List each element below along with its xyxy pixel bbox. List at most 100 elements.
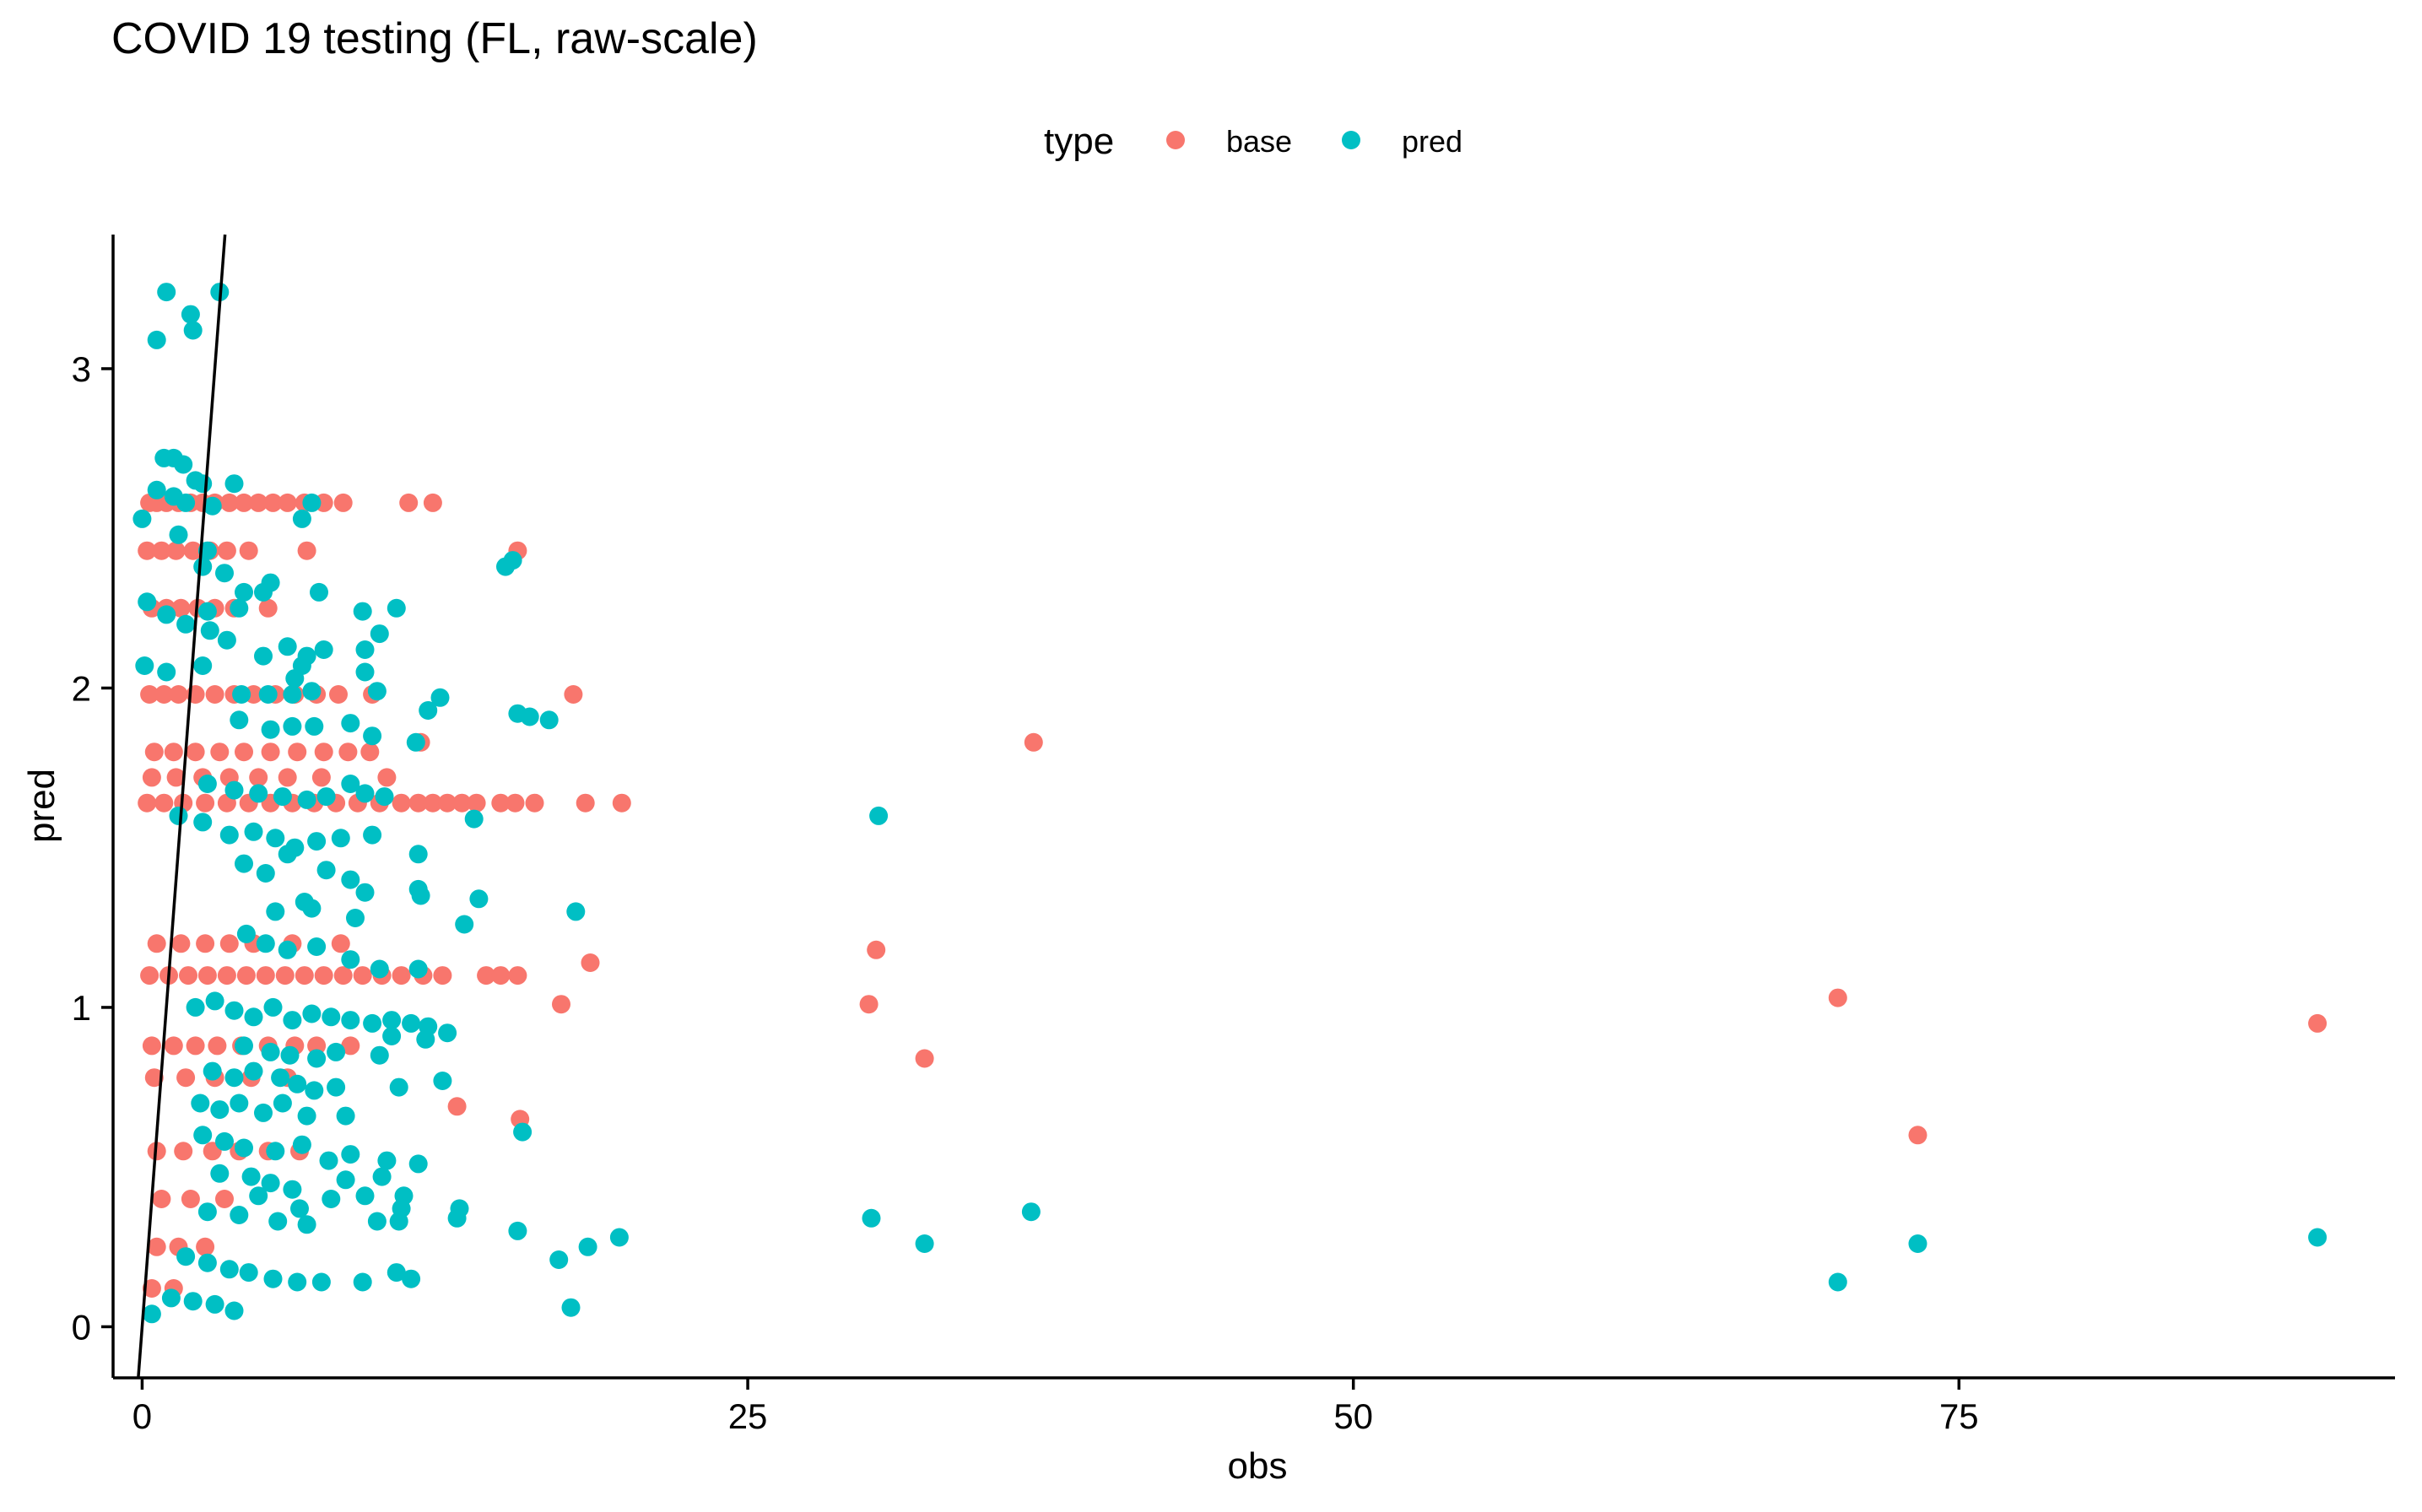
data-point-pred	[419, 701, 438, 720]
legend-key-pred	[1342, 131, 1360, 149]
y-tick-label: 3	[72, 349, 91, 389]
data-point-pred	[561, 1298, 581, 1317]
data-point-pred	[197, 1202, 217, 1222]
data-point-pred	[353, 1272, 372, 1292]
data-point-pred	[387, 598, 406, 618]
data-point-base	[508, 966, 527, 986]
data-point-pred	[327, 1042, 346, 1061]
data-point-pred	[341, 775, 360, 793]
data-point-base	[408, 793, 428, 813]
data-point-pred	[147, 480, 166, 500]
data-point-base	[197, 966, 217, 986]
data-point-pred	[193, 813, 213, 832]
data-point-pred	[138, 592, 157, 612]
y-tick-label: 1	[72, 988, 91, 1028]
data-point-pred	[142, 1304, 161, 1324]
x-tick-label: 75	[1939, 1396, 1979, 1436]
data-point-pred	[346, 909, 365, 927]
data-point-pred	[389, 1077, 408, 1097]
data-point-pred	[135, 656, 154, 675]
data-point-pred	[239, 1263, 258, 1282]
data-point-pred	[254, 646, 273, 666]
data-point-pred	[235, 1138, 253, 1158]
data-point-pred	[197, 775, 217, 793]
plot-area: 0 25 50 75 0 1 2 3	[72, 234, 2395, 1436]
data-point-pred	[230, 1094, 249, 1113]
data-point-pred	[232, 685, 251, 704]
data-point-base	[392, 793, 411, 813]
data-point-pred	[183, 1292, 203, 1311]
reference-line	[137, 234, 227, 1379]
data-point-base	[452, 793, 472, 813]
x-tick-label: 25	[728, 1396, 768, 1436]
data-point-base	[217, 966, 236, 986]
data-point-pred	[224, 1001, 244, 1020]
data-point-base	[525, 793, 544, 813]
data-point-pred	[464, 809, 484, 829]
x-tick-label: 50	[1333, 1396, 1373, 1436]
data-point-base	[249, 493, 268, 512]
data-point-pred	[336, 1170, 355, 1190]
data-point-base	[176, 1068, 196, 1088]
data-point-pred	[353, 602, 372, 621]
data-point-pred	[508, 1221, 527, 1240]
data-point-pred	[307, 937, 327, 956]
data-point-base	[329, 685, 348, 704]
data-point-base	[154, 793, 174, 813]
data-point-base	[179, 966, 197, 986]
data-point-pred	[520, 707, 539, 726]
data-point-base	[307, 1036, 327, 1056]
data-point-pred	[549, 1250, 569, 1269]
data-point-pred	[249, 1186, 268, 1206]
data-point-pred	[1828, 1272, 1847, 1292]
data-point-pred	[174, 455, 193, 474]
data-point-base	[140, 966, 159, 986]
data-point-base	[166, 541, 186, 560]
data-point-base	[196, 793, 215, 813]
data-point-pred	[355, 1186, 375, 1206]
data-point-pred	[230, 1206, 249, 1224]
data-point-base	[205, 685, 224, 704]
data-point-pred	[539, 710, 559, 730]
data-point-pred	[305, 716, 324, 736]
legend-entries: base pred	[1166, 124, 1462, 159]
data-point-pred	[241, 1167, 261, 1186]
data-point-base	[447, 1097, 467, 1116]
data-point-pred	[355, 883, 375, 902]
data-point-pred	[402, 1269, 421, 1288]
data-point-pred	[370, 624, 389, 644]
x-axis-label: obs	[1228, 1445, 1288, 1487]
data-point-base	[166, 768, 186, 787]
data-point-base	[142, 1279, 161, 1298]
data-point-pred	[169, 525, 188, 544]
data-point-pred	[1021, 1202, 1041, 1222]
data-point-base	[142, 768, 161, 787]
y-axis-label: pred	[21, 769, 62, 843]
data-point-pred	[244, 1007, 263, 1027]
data-point-pred	[244, 822, 263, 841]
data-point-pred	[157, 283, 176, 302]
data-point-pred	[244, 1061, 263, 1081]
data-point-pred	[176, 614, 196, 634]
data-point-pred	[230, 598, 249, 618]
chart-title: COVID 19 testing (FL, raw-scale)	[111, 14, 758, 63]
data-point-base	[612, 793, 631, 813]
data-point-base	[915, 1049, 934, 1068]
data-point-pred	[297, 1106, 316, 1126]
data-point-pred	[292, 509, 311, 528]
data-point-base	[196, 934, 215, 953]
data-point-base	[164, 1036, 183, 1056]
data-point-pred	[278, 637, 297, 656]
data-point-pred	[215, 1131, 234, 1151]
legend-label-base: base	[1226, 124, 1292, 159]
data-point-base	[433, 966, 452, 986]
data-point-pred	[183, 321, 203, 340]
data-point-base	[138, 541, 157, 560]
data-point-pred	[389, 1212, 408, 1231]
data-point-pred	[416, 1029, 435, 1049]
data-point-base	[377, 768, 397, 787]
data-point-base	[576, 793, 595, 813]
data-point-base	[338, 742, 358, 762]
data-point-pred	[408, 1154, 428, 1174]
